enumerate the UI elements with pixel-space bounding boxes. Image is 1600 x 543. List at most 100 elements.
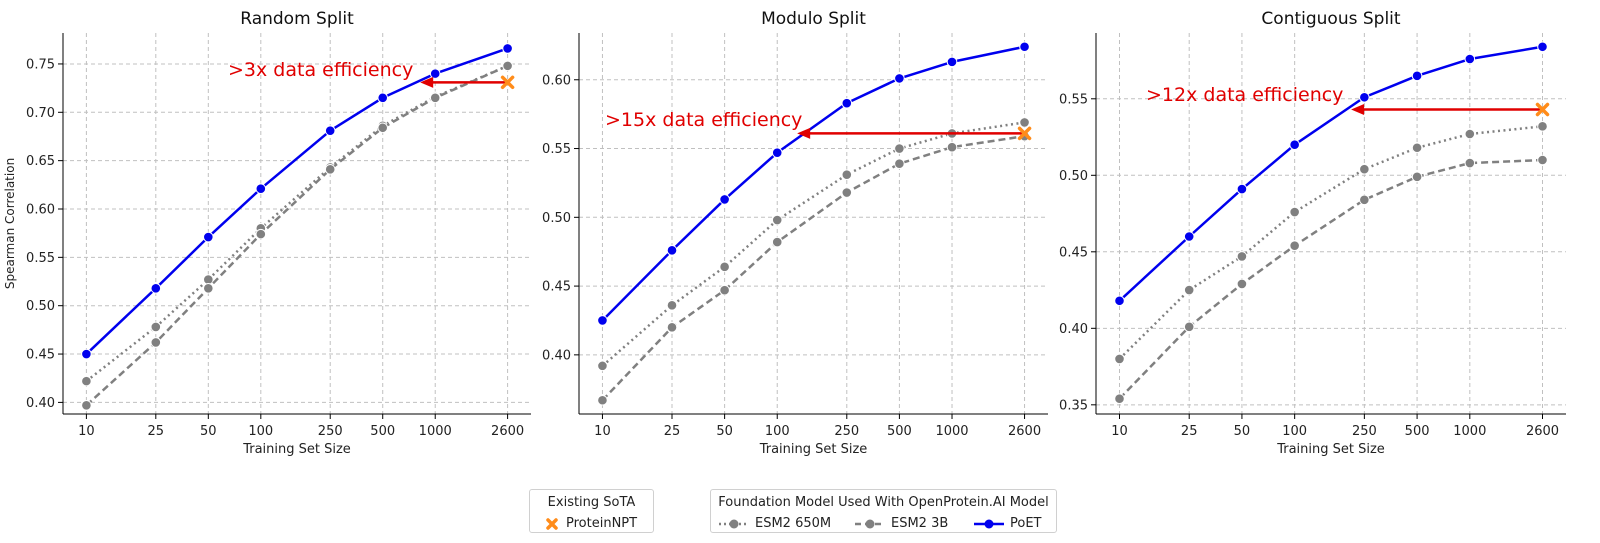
x-tick-label: 25 — [1181, 424, 1198, 439]
data-point-esm2-3b — [502, 60, 513, 72]
legend-entry-proteinnpt: ProteinNPT — [544, 516, 637, 531]
data-point-poet — [1537, 41, 1548, 53]
chart-title: Contiguous Split — [1261, 9, 1400, 29]
data-point-esm2-650m — [771, 214, 783, 226]
x-tick-label: 2600 — [491, 424, 524, 439]
data-point-esm2-3b — [841, 187, 853, 198]
data-point-poet — [502, 43, 513, 54]
series-line-poet — [85, 47, 509, 355]
data-point-esm2-3b — [1236, 278, 1248, 290]
data-point-esm2-650m — [666, 300, 678, 311]
y-tick-label: 0.50 — [1059, 169, 1088, 184]
sota-marker-proteinnpt — [1017, 126, 1032, 141]
data-point-esm2-3b — [324, 164, 336, 175]
legend-label-esm2-3b: ESM2 3B — [891, 516, 949, 531]
data-point-esm2-650m — [1183, 284, 1195, 296]
x-tick-label: 25 — [664, 424, 681, 439]
data-point-esm2-3b — [255, 228, 267, 240]
y-tick-label: 0.65 — [26, 154, 55, 169]
data-point-esm2-3b — [1411, 171, 1423, 183]
data-point-poet — [1183, 231, 1195, 242]
data-point-esm2-650m — [81, 375, 92, 387]
data-point-poet — [1464, 53, 1476, 65]
y-tick-label: 0.70 — [26, 106, 55, 121]
y-tick-label: 0.45 — [1059, 245, 1088, 260]
legend-label-poet: PoET — [1010, 516, 1042, 531]
legend-entry-poet: PoET — [974, 516, 1041, 531]
y-tick-label: 0.35 — [1059, 398, 1088, 413]
data-point-poet — [894, 73, 905, 84]
data-point-poet — [597, 315, 608, 326]
data-point-esm2-650m — [841, 169, 853, 180]
x-tick-label: 1000 — [419, 424, 452, 439]
data-point-esm2-650m — [150, 321, 162, 333]
x-tick-label: 500 — [1405, 424, 1430, 439]
efficiency-arrowhead — [420, 76, 434, 88]
data-point-esm2-3b — [771, 236, 783, 248]
x-tick-label: 10 — [594, 424, 611, 439]
y-tick-label: 0.50 — [26, 299, 55, 314]
data-point-poet — [946, 56, 958, 68]
data-point-esm2-3b — [1359, 194, 1370, 206]
data-point-poet — [1359, 91, 1370, 103]
efficiency-annotation: >12x data efficiency — [1146, 84, 1343, 106]
x-tick-label: 2600 — [1526, 424, 1559, 439]
data-point-esm2-3b — [377, 122, 389, 134]
x-tick-label: 10 — [1111, 424, 1128, 439]
data-point-esm2-3b — [1537, 154, 1548, 166]
data-point-esm2-3b — [894, 158, 905, 169]
series-line-esm2-650m — [601, 121, 1025, 367]
x-axis-label: Training Set Size — [759, 442, 868, 457]
data-point-esm2-3b — [1183, 321, 1195, 333]
x-tick-label: 500 — [370, 424, 395, 439]
legend-sota-title: Existing SoTA — [547, 495, 636, 510]
x-tick-label: 1000 — [935, 424, 968, 439]
x-axis-label: Training Set Size — [1276, 442, 1385, 457]
data-point-esm2-650m — [1236, 251, 1248, 262]
x-tick-label: 250 — [318, 424, 343, 439]
data-point-poet — [255, 183, 267, 194]
x-tick-label: 10 — [78, 424, 95, 439]
legend-foundation-title: Foundation Model Used With OpenProtein.A… — [718, 495, 1049, 510]
y-tick-label: 0.40 — [26, 396, 55, 411]
data-point-esm2-650m — [1289, 206, 1300, 218]
y-tick-label: 0.45 — [542, 280, 571, 295]
data-point-esm2-3b — [1289, 240, 1300, 251]
series-line-esm2-650m — [1118, 125, 1543, 360]
data-point-esm2-3b — [719, 284, 730, 296]
efficiency-arrowhead — [1351, 104, 1365, 116]
data-point-esm2-3b — [203, 282, 214, 294]
x-tick-label: 25 — [148, 424, 165, 439]
x-tick-label: 100 — [248, 424, 273, 439]
legend-label-proteinnpt: ProteinNPT — [566, 516, 638, 531]
data-point-esm2-3b — [1464, 157, 1476, 169]
data-point-poet — [1289, 139, 1300, 150]
x-tick-label: 50 — [1234, 424, 1251, 439]
efficiency-arrowhead — [797, 127, 811, 139]
x-tick-label: 50 — [716, 424, 733, 439]
data-point-esm2-3b — [666, 322, 678, 333]
data-point-poet — [377, 92, 389, 104]
data-point-esm2-650m — [1411, 142, 1423, 154]
y-tick-label: 0.60 — [26, 202, 55, 217]
data-point-poet — [1019, 41, 1030, 53]
x-tick-label: 1000 — [1453, 424, 1486, 439]
y-tick-label: 0.55 — [1059, 92, 1088, 107]
x-marker-icon — [546, 517, 558, 530]
series-line-esm2-3b — [601, 134, 1025, 402]
x-tick-label: 250 — [1352, 424, 1377, 439]
legend-label-esm2-650m: ESM2 650M — [755, 516, 832, 531]
x-tick-label: 250 — [834, 424, 859, 439]
data-point-poet — [324, 125, 336, 136]
data-point-esm2-3b — [946, 141, 958, 153]
x-tick-label: 100 — [765, 424, 790, 439]
data-point-esm2-650m — [1359, 163, 1370, 175]
y-tick-label: 0.55 — [26, 251, 55, 266]
data-point-poet — [719, 194, 730, 205]
efficiency-annotation: >15x data efficiency — [605, 109, 802, 131]
data-point-esm2-3b — [597, 394, 608, 406]
data-point-esm2-3b — [429, 92, 441, 104]
series-line-esm2-3b — [85, 64, 509, 407]
dashed-line-marker-icon — [855, 519, 885, 528]
data-point-esm2-650m — [719, 261, 730, 273]
